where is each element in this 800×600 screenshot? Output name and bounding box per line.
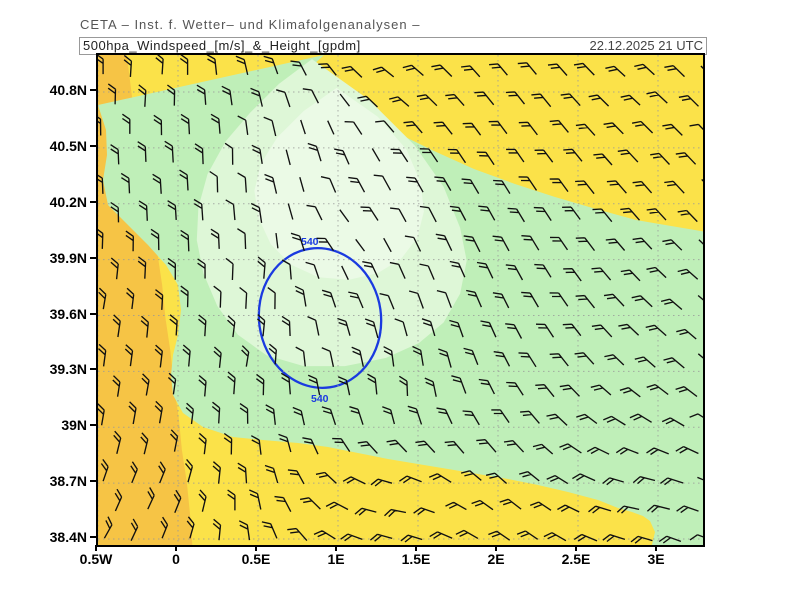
- svg-text:540: 540: [301, 236, 319, 248]
